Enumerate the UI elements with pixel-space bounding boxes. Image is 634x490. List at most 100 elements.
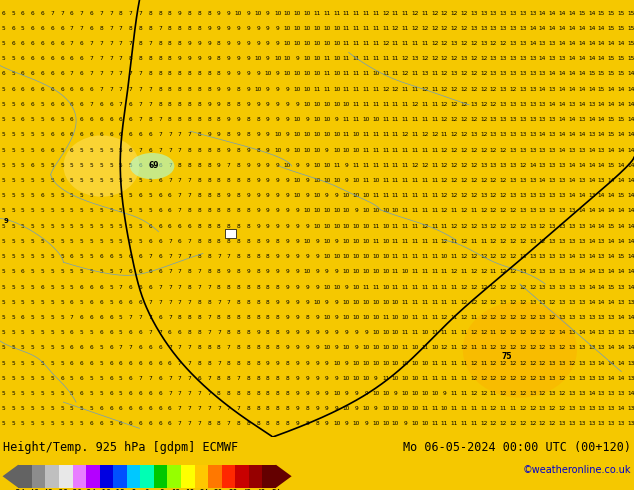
- Text: 12: 12: [519, 239, 527, 244]
- Text: 5: 5: [11, 330, 15, 335]
- Text: 6: 6: [119, 406, 122, 411]
- Text: 7: 7: [227, 406, 231, 411]
- Text: 9: 9: [374, 406, 378, 411]
- Text: 9: 9: [286, 223, 290, 229]
- Text: 6: 6: [148, 147, 152, 152]
- Text: 9: 9: [306, 163, 309, 168]
- Text: 9: 9: [315, 239, 319, 244]
- Text: 15: 15: [607, 163, 615, 168]
- Text: 6: 6: [60, 87, 64, 92]
- Text: 7: 7: [119, 41, 123, 46]
- Text: 15: 15: [588, 72, 595, 76]
- Text: 9: 9: [344, 391, 348, 396]
- Text: 7: 7: [168, 239, 172, 244]
- Text: 5: 5: [50, 300, 54, 305]
- Text: 6: 6: [41, 285, 44, 290]
- Text: 7: 7: [129, 11, 133, 16]
- Text: 11: 11: [411, 270, 418, 274]
- Text: 7: 7: [188, 406, 191, 411]
- Text: 12: 12: [519, 345, 527, 350]
- Text: 6: 6: [148, 132, 152, 137]
- Text: 9: 9: [227, 193, 231, 198]
- Text: 9: 9: [227, 41, 231, 46]
- Text: 12: 12: [510, 300, 517, 305]
- Text: 13: 13: [578, 421, 585, 426]
- Text: 13: 13: [539, 300, 547, 305]
- Text: 7: 7: [178, 391, 181, 396]
- Text: 7: 7: [178, 300, 181, 305]
- Text: 13: 13: [519, 102, 527, 107]
- Text: 10: 10: [304, 208, 311, 214]
- Text: 15: 15: [607, 56, 615, 61]
- Text: 13: 13: [490, 26, 497, 31]
- Text: 13: 13: [539, 102, 547, 107]
- Text: 8: 8: [256, 345, 260, 350]
- Text: 8: 8: [217, 239, 221, 244]
- Text: 5: 5: [80, 147, 84, 152]
- Text: 5: 5: [50, 193, 54, 198]
- Text: 6: 6: [89, 26, 93, 31]
- Text: 6: 6: [70, 132, 74, 137]
- Text: 8: 8: [207, 72, 211, 76]
- Text: 10: 10: [392, 345, 399, 350]
- Text: 5: 5: [89, 406, 93, 411]
- Text: 11: 11: [392, 147, 399, 152]
- Text: 5: 5: [100, 223, 103, 229]
- Text: 9: 9: [256, 193, 260, 198]
- Text: 10: 10: [304, 41, 311, 46]
- Text: 6: 6: [129, 300, 133, 305]
- Text: 5: 5: [119, 208, 123, 214]
- Text: 9: 9: [236, 117, 240, 122]
- Text: 13: 13: [568, 315, 576, 320]
- Text: 6: 6: [60, 41, 64, 46]
- Text: 12: 12: [500, 421, 507, 426]
- Text: 13: 13: [627, 330, 634, 335]
- Text: 7: 7: [178, 361, 181, 366]
- Text: 14: 14: [588, 239, 595, 244]
- Text: 8: 8: [247, 315, 250, 320]
- Text: 13: 13: [627, 300, 634, 305]
- Text: 15: 15: [627, 41, 634, 46]
- Text: 13: 13: [510, 117, 517, 122]
- Text: 6: 6: [89, 132, 93, 137]
- Bar: [100, 465, 113, 488]
- Text: 8: 8: [276, 285, 280, 290]
- Text: 12: 12: [460, 223, 468, 229]
- Text: 5: 5: [89, 270, 93, 274]
- Text: 8: 8: [256, 376, 260, 381]
- Text: 14: 14: [598, 223, 605, 229]
- Text: 7: 7: [178, 147, 181, 152]
- Text: 5: 5: [50, 223, 54, 229]
- Text: 8: 8: [247, 391, 250, 396]
- Text: 14: 14: [618, 345, 624, 350]
- Text: 10: 10: [363, 345, 370, 350]
- Text: 14: 14: [598, 285, 605, 290]
- Text: 5: 5: [109, 193, 113, 198]
- Text: 5: 5: [21, 132, 25, 137]
- Text: 11: 11: [402, 193, 409, 198]
- Text: 7: 7: [188, 132, 191, 137]
- Text: 11: 11: [392, 72, 399, 76]
- Text: 6: 6: [100, 117, 103, 122]
- Text: 12: 12: [480, 178, 488, 183]
- Text: 8: 8: [178, 315, 181, 320]
- Text: 13: 13: [578, 391, 585, 396]
- Text: 10: 10: [363, 270, 370, 274]
- Text: 9: 9: [306, 223, 309, 229]
- Text: 9: 9: [295, 163, 299, 168]
- Text: 12: 12: [470, 391, 477, 396]
- Text: 11: 11: [490, 391, 497, 396]
- Text: 9: 9: [335, 345, 339, 350]
- Text: 5: 5: [100, 376, 103, 381]
- Text: 10: 10: [333, 72, 340, 76]
- Text: 8: 8: [266, 391, 270, 396]
- Text: 6: 6: [158, 193, 162, 198]
- Text: 9: 9: [325, 421, 328, 426]
- Text: 8: 8: [188, 11, 191, 16]
- Text: 9: 9: [276, 193, 280, 198]
- Text: 9: 9: [276, 163, 280, 168]
- Text: 12: 12: [490, 147, 497, 152]
- Text: 12: 12: [529, 315, 536, 320]
- Text: 5: 5: [119, 223, 123, 229]
- Text: 6: 6: [148, 163, 152, 168]
